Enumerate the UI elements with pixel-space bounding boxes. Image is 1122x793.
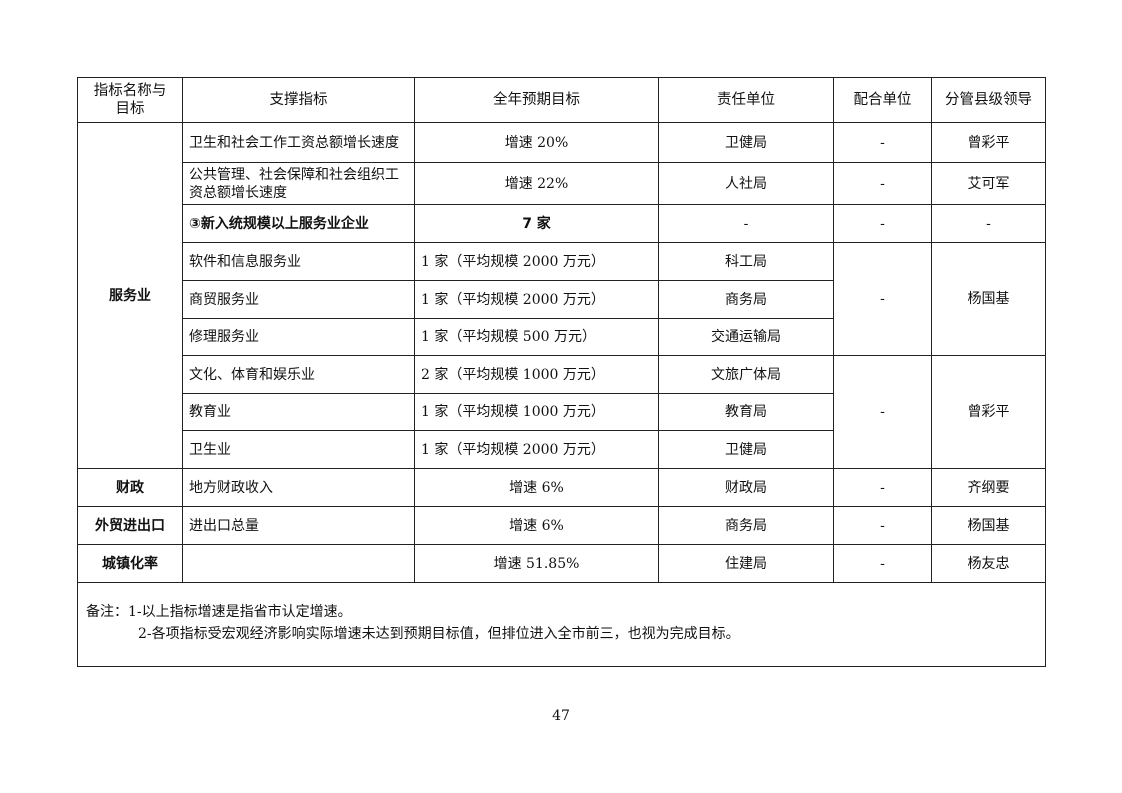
header-row: 指标名称与目标 支撑指标 全年预期目标 责任单位 配合单位 分管县级领导 — [77, 77, 1046, 123]
unit: 交通运输局 — [658, 318, 834, 356]
indicator: 地方财政收入 — [182, 468, 415, 507]
target: 1 家（平均规模 500 万元） — [414, 318, 659, 356]
notes-line-2: 2-各项指标受宏观经济影响实际增速未达到预期目标值，但排位进入全市前三，也视为完… — [138, 626, 740, 642]
leader: 杨国基 — [931, 506, 1046, 545]
header-leader: 分管县级领导 — [931, 77, 1046, 123]
unit: 住建局 — [658, 544, 834, 583]
coop: - — [833, 468, 932, 507]
leader: 杨友忠 — [931, 544, 1046, 583]
table-row: 财政 地方财政收入 增速 6% 财政局 - 齐纲要 — [77, 468, 1046, 507]
unit: - — [658, 204, 834, 243]
coop: - — [833, 355, 932, 469]
header-target: 全年预期目标 — [414, 77, 659, 123]
table-row: 公共管理、社会保障和社会组织工资总额增长速度 增速 22% 人社局 - 艾可军 — [78, 162, 1046, 205]
table-row: 卫生业 1 家（平均规模 2000 万元） 卫健局 — [78, 430, 1046, 469]
coop: - — [833, 122, 932, 163]
indicator: 商贸服务业 — [182, 280, 415, 319]
unit: 卫健局 — [658, 430, 834, 469]
indicator — [182, 544, 415, 583]
leader: 杨国基 — [931, 242, 1046, 356]
target: 7 家 — [414, 204, 659, 243]
leader: 齐纲要 — [931, 468, 1046, 507]
table-row: 城镇化率 增速 51.85% 住建局 - 杨友忠 — [77, 544, 1046, 583]
coop: - — [833, 242, 932, 356]
unit: 商务局 — [658, 280, 834, 319]
notes-line-1: 1-以上指标增速是指省市认定增速。 — [128, 604, 352, 620]
unit: 教育局 — [658, 393, 834, 431]
indicator: 进出口总量 — [182, 506, 415, 545]
targets-table: 指标名称与目标 支撑指标 全年预期目标 责任单位 配合单位 分管县级领导 服务业… — [77, 77, 1046, 667]
unit: 文旅广体局 — [658, 355, 834, 394]
table-row: ③新入统规模以上服务业企业 7 家 - - - — [78, 204, 1046, 243]
leader: 曾彩平 — [931, 355, 1046, 469]
target: 增速 20% — [414, 122, 659, 163]
indicator: 文化、体育和娱乐业 — [182, 355, 415, 394]
header-unit: 责任单位 — [658, 77, 834, 123]
target: 1 家（平均规模 1000 万元） — [414, 393, 659, 431]
indicator: 软件和信息服务业 — [182, 242, 415, 281]
target: 增速 51.85% — [414, 544, 659, 583]
target: 1 家（平均规模 2000 万元） — [414, 280, 659, 319]
indicator: 公共管理、社会保障和社会组织工资总额增长速度 — [182, 162, 415, 205]
indicator: ③新入统规模以上服务业企业 — [182, 204, 415, 243]
header-name: 指标名称与目标 — [77, 77, 183, 123]
indicator: 教育业 — [182, 393, 415, 431]
table-row: 修理服务业 1 家（平均规模 500 万元） 交通运输局 — [78, 318, 1046, 356]
coop: - — [833, 506, 932, 545]
coop: - — [833, 544, 932, 583]
table-row: 教育业 1 家（平均规模 1000 万元） 教育局 — [78, 393, 1046, 431]
section-name: 外贸进出口 — [77, 506, 183, 545]
indicator: 卫生业 — [182, 430, 415, 469]
unit: 人社局 — [658, 162, 834, 205]
header-coop: 配合单位 — [833, 77, 932, 123]
table-row: 服务业 卫生和社会工作工资总额增长速度 增速 20% 卫健局 - 曾彩平 — [77, 122, 1046, 469]
notes-row: 备注：1-以上指标增速是指省市认定增速。 2-各项指标受宏观经济影响实际增速未达… — [77, 582, 1046, 667]
unit: 商务局 — [658, 506, 834, 545]
coop: - — [833, 162, 932, 205]
section-service: 服务业 — [77, 122, 183, 469]
header-indicator: 支撑指标 — [182, 77, 415, 123]
leader: 曾彩平 — [931, 122, 1046, 163]
unit: 卫健局 — [658, 122, 834, 163]
target: 增速 6% — [414, 468, 659, 507]
table-row: 软件和信息服务业 1 家（平均规模 2000 万元） 科工局 - 杨国基 — [78, 242, 1046, 356]
unit: 财政局 — [658, 468, 834, 507]
indicator: 卫生和社会工作工资总额增长速度 — [182, 122, 415, 163]
table-row: 商贸服务业 1 家（平均规模 2000 万元） 商务局 — [78, 280, 1046, 319]
target: 增速 22% — [414, 162, 659, 205]
section-name: 财政 — [77, 468, 183, 507]
target: 1 家（平均规模 2000 万元） — [414, 430, 659, 469]
target: 2 家（平均规模 1000 万元） — [414, 355, 659, 394]
table-row: 文化、体育和娱乐业 2 家（平均规模 1000 万元） 文旅广体局 - 曾彩平 — [78, 355, 1046, 469]
notes-label: 备注： — [86, 604, 128, 620]
table-row: 外贸进出口 进出口总量 增速 6% 商务局 - 杨国基 — [77, 506, 1046, 545]
target: 增速 6% — [414, 506, 659, 545]
indicator: 修理服务业 — [182, 318, 415, 356]
leader: - — [931, 204, 1046, 243]
leader: 艾可军 — [931, 162, 1046, 205]
coop: - — [833, 204, 932, 243]
unit: 科工局 — [658, 242, 834, 281]
page-number: 47 — [552, 708, 570, 724]
notes: 备注：1-以上指标增速是指省市认定增速。 2-各项指标受宏观经济影响实际增速未达… — [77, 582, 1046, 667]
target: 1 家（平均规模 2000 万元） — [414, 242, 659, 281]
section-name: 城镇化率 — [77, 544, 183, 583]
